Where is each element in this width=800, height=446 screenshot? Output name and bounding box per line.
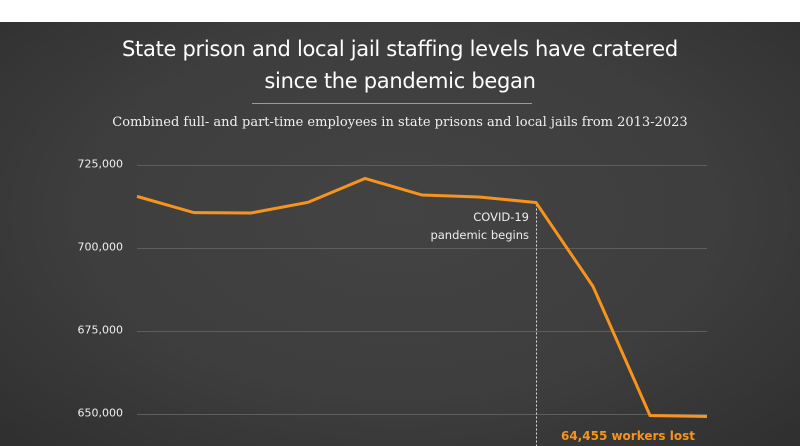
series-line [136,176,708,418]
y-tick-label: 675,000 [78,324,124,337]
chart-background [0,22,800,446]
title-divider [252,103,532,104]
y-tick-label: 725,000 [78,158,124,171]
workers-lost-annotation: 64,455 workers lost [561,429,695,443]
y-tick-label: 650,000 [78,407,124,420]
covid-annotation-line2: pandemic begins [430,228,529,242]
chart-subtitle: Combined full- and part-time employees i… [112,115,688,130]
covid-annotation-line1: COVID-19 [473,210,529,224]
chart-title: State prison and local jail staffing lev… [122,37,678,93]
y-tick-label: 700,000 [78,241,124,254]
